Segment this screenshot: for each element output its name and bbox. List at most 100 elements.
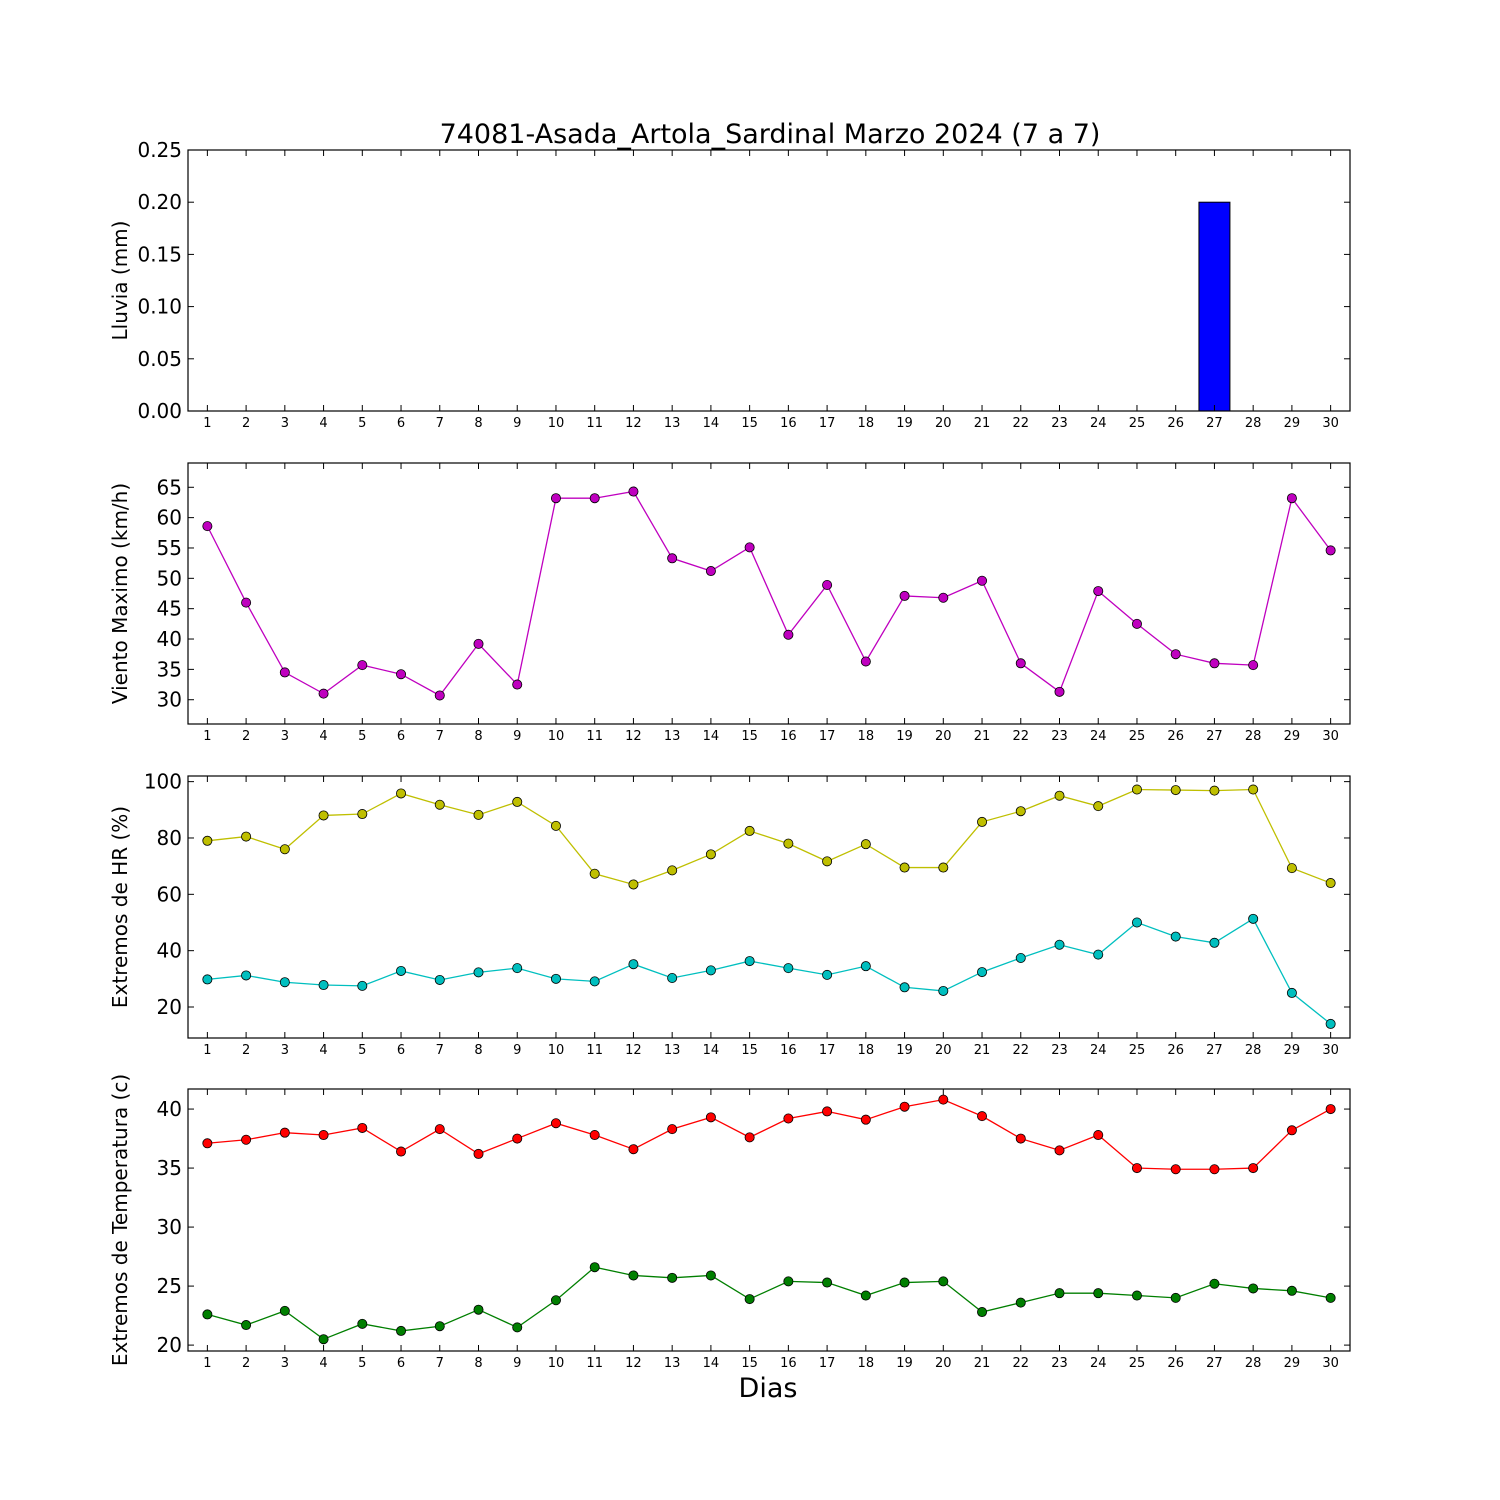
y-tick-label: 60 [157, 506, 182, 530]
x-tick-label: 2 [242, 729, 250, 744]
data-point-s1-d23 [1054, 686, 1065, 697]
data-point-s2-d23 [1054, 939, 1065, 950]
x-tick-label: 22 [1012, 416, 1029, 431]
data-point-s1-d11 [589, 493, 600, 504]
x-tick-label: 28 [1245, 416, 1262, 431]
data-point-s1-d3 [279, 844, 290, 855]
x-tick-label: 22 [1012, 1043, 1029, 1058]
x-tick-label: 2 [242, 1356, 250, 1371]
data-point-s2-d10 [550, 973, 561, 984]
x-tick-label: 5 [358, 729, 366, 744]
data-point-s2-d29 [1286, 987, 1297, 998]
y-tick-label: 0.05 [137, 347, 182, 371]
x-tick-label: 13 [664, 1043, 681, 1058]
x-tick-label: 1 [203, 729, 211, 744]
x-tick-label: 12 [625, 1043, 642, 1058]
data-point-s2-d22 [1015, 1297, 1026, 1308]
x-tick-label: 2 [242, 416, 250, 431]
data-point-s1-d2 [241, 1134, 252, 1145]
x-tick-label: 14 [703, 1356, 720, 1371]
x-tick-label: 15 [741, 729, 758, 744]
data-point-s1-d17 [822, 580, 833, 591]
x-tick-label: 11 [586, 416, 603, 431]
x-tick-label: 8 [474, 416, 482, 431]
x-tick-label: 6 [397, 1043, 405, 1058]
data-point-s2-d26 [1170, 931, 1181, 942]
data-point-s1-d27 [1209, 658, 1220, 669]
data-point-s1-d14 [705, 849, 716, 860]
x-tick-label: 23 [1051, 1356, 1068, 1371]
data-point-s2-d15 [744, 1294, 755, 1305]
x-tick-label: 14 [703, 416, 720, 431]
x-tick-label: 29 [1284, 1043, 1301, 1058]
data-point-s1-d5 [357, 1122, 368, 1133]
x-tick-label: 29 [1284, 416, 1301, 431]
data-point-s1-d11 [589, 1130, 600, 1141]
data-point-s2-d28 [1248, 913, 1259, 924]
x-tick-label: 30 [1322, 1043, 1339, 1058]
data-point-s2-d14 [705, 965, 716, 976]
x-tick-label: 4 [319, 1356, 327, 1371]
data-point-s1-d13 [667, 553, 678, 564]
x-tick-label: 11 [586, 729, 603, 744]
data-point-s1-d2 [241, 831, 252, 842]
x-tick-label: 29 [1284, 1356, 1301, 1371]
data-point-s1-d7 [434, 1124, 445, 1135]
x-tick-label: 26 [1167, 416, 1184, 431]
data-point-s1-d2 [241, 597, 252, 608]
x-tick-label: 17 [819, 1356, 836, 1371]
x-tick-label: 25 [1129, 1356, 1146, 1371]
x-tick-label: 16 [780, 416, 797, 431]
x-tick-label: 13 [664, 416, 681, 431]
x-tick-label: 18 [858, 416, 875, 431]
y-tick-label: 30 [157, 1215, 182, 1239]
data-point-s1-d24 [1093, 801, 1104, 812]
data-point-s1-d22 [1015, 658, 1026, 669]
y-tick-label: 30 [157, 688, 182, 712]
data-point-s1-d4 [318, 810, 329, 821]
data-point-s2-d5 [357, 1318, 368, 1329]
x-tick-label: 9 [513, 1356, 521, 1371]
x-tick-label: 6 [397, 1356, 405, 1371]
x-tick-label: 16 [780, 1356, 797, 1371]
data-point-s2-d5 [357, 980, 368, 991]
data-point-s2-d3 [279, 977, 290, 988]
data-point-s1-d21 [977, 1111, 988, 1122]
x-tick-label: 29 [1284, 729, 1301, 744]
x-tick-label: 18 [858, 1356, 875, 1371]
data-point-s1-d16 [783, 1113, 794, 1124]
data-point-s1-d8 [473, 638, 484, 649]
data-point-s2-d4 [318, 1334, 329, 1345]
data-point-s1-d9 [512, 679, 523, 690]
data-point-s2-d4 [318, 980, 329, 991]
data-point-s1-d26 [1170, 785, 1181, 796]
x-tick-label: 5 [358, 416, 366, 431]
data-point-s1-d1 [202, 835, 213, 846]
data-point-s1-d25 [1131, 784, 1142, 795]
data-point-s1-d20 [938, 862, 949, 873]
x-tick-label: 6 [397, 729, 405, 744]
axes-frame-3 [187, 775, 1351, 1039]
x-tick-label: 30 [1322, 1356, 1339, 1371]
data-point-s1-d6 [396, 788, 407, 799]
data-point-s1-d17 [822, 856, 833, 867]
data-point-s1-d8 [473, 809, 484, 820]
data-point-s2-d29 [1286, 1285, 1297, 1296]
y-tick-label: 20 [157, 1333, 182, 1357]
data-point-s2-d27 [1209, 937, 1220, 948]
x-tick-label: 9 [513, 1043, 521, 1058]
x-tick-label: 19 [896, 1043, 913, 1058]
data-point-s2-d27 [1209, 1278, 1220, 1289]
data-point-s1-d4 [318, 1130, 329, 1141]
data-point-s1-d23 [1054, 790, 1065, 801]
x-tick-label: 21 [974, 1356, 991, 1371]
x-tick-label: 1 [203, 1043, 211, 1058]
data-point-s1-d1 [202, 521, 213, 532]
data-point-s2-d16 [783, 1276, 794, 1287]
x-tick-label: 25 [1129, 416, 1146, 431]
data-point-s2-d13 [667, 1272, 678, 1283]
data-point-s1-d14 [705, 1112, 716, 1123]
x-tick-label: 7 [436, 729, 444, 744]
x-tick-label: 18 [858, 1043, 875, 1058]
data-point-s2-d17 [822, 1277, 833, 1288]
